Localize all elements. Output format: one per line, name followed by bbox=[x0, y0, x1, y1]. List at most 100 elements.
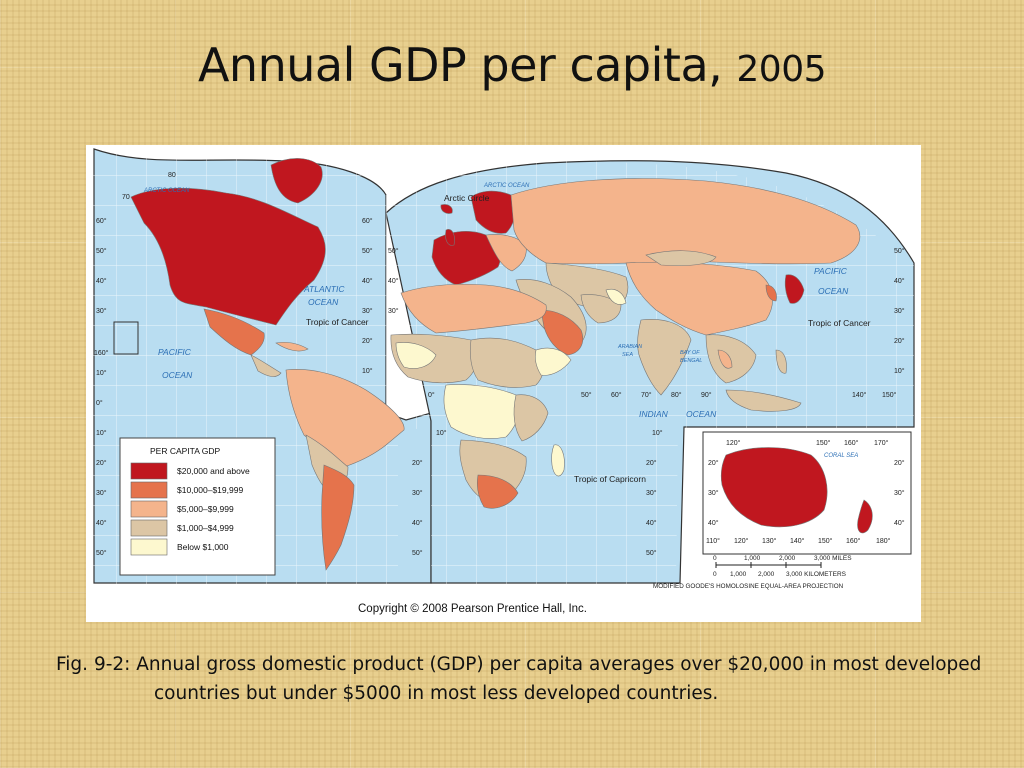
legend-label-2: $5,000–$9,999 bbox=[177, 504, 234, 514]
scale-bar: 0 1,000 2,000 3,000 MILES 0 1,000 2,000 … bbox=[653, 555, 852, 590]
svg-text:10°: 10° bbox=[652, 429, 663, 437]
svg-text:20°: 20° bbox=[96, 459, 107, 467]
svg-text:40°: 40° bbox=[894, 519, 905, 527]
indonesia bbox=[725, 389, 802, 412]
label-pacific-w-ocean: OCEAN bbox=[162, 370, 193, 380]
new-zealand bbox=[857, 499, 873, 534]
svg-text:40°: 40° bbox=[708, 519, 719, 527]
legend-label-1: $10,000–$19,999 bbox=[177, 485, 243, 495]
svg-text:20°: 20° bbox=[708, 459, 719, 467]
greenland bbox=[270, 158, 323, 204]
eastern-europe bbox=[485, 234, 527, 272]
label-tropic-cancer-w: Tropic of Cancer bbox=[306, 317, 369, 327]
legend-label-3: $1,000–$4,999 bbox=[177, 523, 234, 533]
svg-text:160°: 160° bbox=[846, 537, 861, 545]
label-arabian-sea: SEA bbox=[622, 352, 633, 358]
east-africa bbox=[513, 394, 549, 442]
svg-text:30°: 30° bbox=[894, 307, 905, 315]
svg-text:30°: 30° bbox=[388, 307, 399, 315]
svg-text:50°: 50° bbox=[96, 549, 107, 557]
svg-text:50°: 50° bbox=[362, 247, 373, 255]
central-africa bbox=[443, 384, 519, 439]
mongolia bbox=[645, 250, 717, 267]
svg-text:80: 80 bbox=[168, 172, 176, 179]
svg-text:40°: 40° bbox=[362, 277, 373, 285]
longitude-ticks: 0° 50° 60° 70° 80° 90° 160° 140° 150° 12… bbox=[94, 349, 897, 545]
svg-text:60°: 60° bbox=[96, 217, 107, 225]
svg-text:30°: 30° bbox=[708, 489, 719, 497]
horn-africa bbox=[534, 347, 572, 376]
figure-caption: Fig. 9-2: Annual gross domestic product … bbox=[56, 654, 982, 704]
svg-text:2,000: 2,000 bbox=[758, 571, 775, 578]
svg-text:140°: 140° bbox=[852, 391, 867, 399]
label-bengal: BENGAL bbox=[680, 358, 702, 364]
korea bbox=[765, 284, 777, 302]
iceland bbox=[440, 204, 453, 214]
svg-text:60°: 60° bbox=[362, 217, 373, 225]
title-year: 2005 bbox=[736, 49, 827, 90]
svg-text:30°: 30° bbox=[412, 489, 423, 497]
svg-text:90°: 90° bbox=[701, 391, 712, 399]
india bbox=[637, 319, 692, 396]
svg-text:40°: 40° bbox=[96, 277, 107, 285]
north-america-high bbox=[130, 187, 326, 326]
south-africa bbox=[476, 474, 519, 509]
central-america bbox=[250, 354, 282, 377]
svg-text:50°: 50° bbox=[412, 549, 423, 557]
ocean-labels: ARCTIC OCEAN ARCTIC OCEAN ATLANTIC OCEAN… bbox=[143, 183, 858, 459]
legend-label-4: Below $1,000 bbox=[177, 542, 229, 552]
svg-text:20°: 20° bbox=[412, 459, 423, 467]
svg-text:0°: 0° bbox=[96, 399, 103, 407]
map-legend: PER CAPITA GDP $20,000 and above $10,000–… bbox=[119, 437, 276, 576]
inset-lat-ticks: 20° 30° 40° 20° 30° 40° bbox=[708, 459, 905, 527]
svg-text:80°: 80° bbox=[671, 391, 682, 399]
legend-swatch-2 bbox=[130, 500, 168, 518]
label-arabian: ARABIAN bbox=[617, 344, 642, 350]
svg-text:10°: 10° bbox=[894, 367, 905, 375]
caribbean bbox=[275, 341, 309, 352]
svg-text:0: 0 bbox=[713, 571, 717, 578]
svg-text:0: 0 bbox=[713, 555, 717, 562]
west-africa-poor bbox=[395, 342, 437, 369]
latitude-ticks-right: 50° 40° 30° 20° 10° 10° 20° 30° 40° 50° bbox=[646, 247, 905, 557]
svg-text:150°: 150° bbox=[816, 439, 831, 447]
svg-text:170°: 170° bbox=[874, 439, 889, 447]
north-africa bbox=[400, 283, 547, 334]
svg-text:3,000 KILOMETERS: 3,000 KILOMETERS bbox=[786, 571, 847, 578]
svg-text:130°: 130° bbox=[762, 537, 777, 545]
label-atlantic-ocean: OCEAN bbox=[308, 297, 339, 307]
svg-text:150°: 150° bbox=[882, 391, 897, 399]
south-america-south bbox=[321, 464, 355, 571]
line-labels: Arctic Circle Tropic of Cancer Tropic of… bbox=[306, 193, 871, 484]
svg-text:0°: 0° bbox=[428, 391, 435, 399]
hawaii-inset-frame bbox=[113, 321, 139, 355]
thailand-malaysia bbox=[717, 349, 733, 369]
label-pacific-e-ocean: OCEAN bbox=[818, 286, 849, 296]
svg-text:3,000 MILES: 3,000 MILES bbox=[814, 555, 852, 562]
mexico bbox=[203, 308, 265, 356]
legend-title: PER CAPITA GDP bbox=[150, 446, 221, 456]
legend-swatch-4 bbox=[130, 538, 168, 556]
label-pacific-e: PACIFIC bbox=[814, 266, 848, 276]
svg-text:160°: 160° bbox=[844, 439, 859, 447]
svg-text:40°: 40° bbox=[646, 519, 657, 527]
label-pacific-w: PACIFIC bbox=[158, 347, 192, 357]
svg-text:10°: 10° bbox=[96, 429, 107, 437]
svg-text:1,000: 1,000 bbox=[744, 555, 761, 562]
svg-text:50°: 50° bbox=[646, 549, 657, 557]
svg-text:150°: 150° bbox=[818, 537, 833, 545]
svg-text:40°: 40° bbox=[96, 519, 107, 527]
label-coral-sea: CORAL SEA bbox=[824, 453, 858, 459]
svg-text:50°: 50° bbox=[96, 247, 107, 255]
label-bay-of: BAY OF bbox=[680, 350, 700, 356]
svg-text:20°: 20° bbox=[362, 337, 373, 345]
latitude-ticks-left: 60° 50° 40° 30° 10° 0° 10° 20° 30° 40° 5… bbox=[96, 172, 176, 557]
southeast-asia bbox=[705, 334, 757, 384]
svg-text:10°: 10° bbox=[436, 429, 447, 437]
svg-text:10°: 10° bbox=[362, 367, 373, 375]
china bbox=[625, 261, 773, 336]
afghanistan bbox=[605, 288, 627, 305]
svg-text:140°: 140° bbox=[790, 537, 805, 545]
land-masses bbox=[130, 158, 873, 571]
svg-text:180°: 180° bbox=[876, 537, 891, 545]
